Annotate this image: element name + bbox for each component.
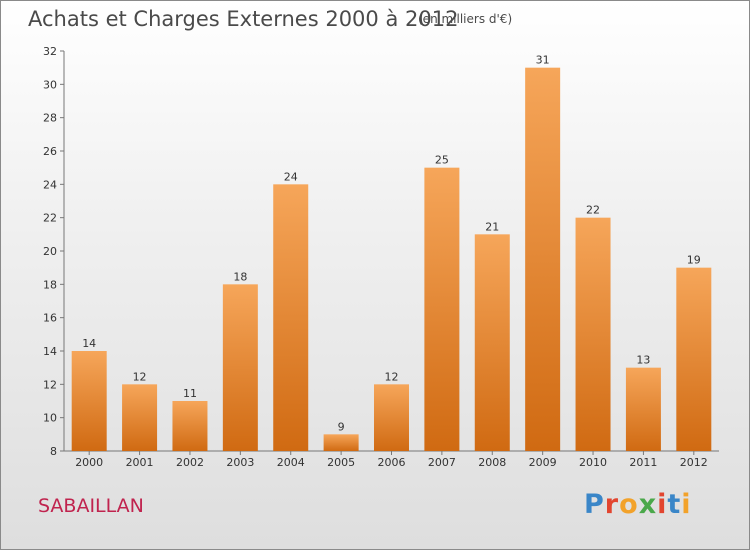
x-tick-label-2006: 2006	[378, 456, 406, 469]
value-label-2003: 18	[233, 270, 247, 283]
value-label-2007: 25	[435, 154, 449, 167]
bar-2002	[172, 401, 208, 451]
logo-letter: P	[584, 489, 605, 520]
y-tick-label: 18	[43, 278, 57, 291]
logo-letter: x	[638, 489, 658, 520]
y-tick-label: 22	[43, 212, 57, 225]
value-label-2011: 13	[636, 354, 650, 367]
bar-2003	[222, 284, 258, 451]
x-tick-label-2003: 2003	[226, 456, 254, 469]
x-tick-label-2010: 2010	[579, 456, 607, 469]
bar-2005	[323, 434, 359, 451]
x-tick-label-2008: 2008	[478, 456, 506, 469]
x-tick-label-2001: 2001	[126, 456, 154, 469]
bar-2006	[374, 384, 409, 451]
value-label-2010: 22	[586, 204, 600, 217]
logo-letter: o	[619, 489, 639, 520]
commune-name: SABAILLAN	[38, 495, 144, 517]
chart-unit: (en milliers d'€)	[418, 12, 513, 26]
bar-2007	[424, 167, 460, 451]
x-tick-label-2007: 2007	[428, 456, 456, 469]
value-label-2001: 12	[133, 370, 147, 383]
logo-letter: i	[681, 489, 692, 520]
value-label-2004: 24	[284, 170, 298, 183]
value-label-2006: 12	[385, 370, 399, 383]
x-tick-label-2004: 2004	[277, 456, 305, 469]
y-tick-label: 28	[43, 112, 57, 125]
axes: 8 10 12 14 16 18 20 22 24 26 28 30 32 2000 2001 2002 200…	[43, 45, 719, 469]
x-tick-label-2011: 2011	[629, 456, 657, 469]
x-tick-label-2012: 2012	[680, 456, 708, 469]
value-label-2002: 11	[183, 387, 197, 400]
value-label-2009: 31	[536, 54, 550, 67]
y-tick-label: 20	[43, 245, 57, 258]
x-tick-label-2000: 2000	[75, 456, 103, 469]
x-tick-label-2002: 2002	[176, 456, 204, 469]
value-label-2000: 14	[82, 337, 96, 350]
bar-2009	[525, 67, 561, 452]
y-tick-label: 16	[43, 312, 57, 325]
bar-2001	[122, 384, 158, 451]
y-tick-label: 32	[43, 45, 57, 58]
y-tick-label: 14	[43, 345, 57, 358]
bar-2000	[71, 351, 107, 451]
chart-title: Achats et Charges Externes 2000 à 2012	[28, 7, 459, 31]
x-tick-label-2009: 2009	[529, 456, 557, 469]
bar-2011	[625, 367, 661, 451]
y-tick-label: 30	[43, 78, 57, 91]
bar-2010	[575, 217, 611, 451]
proxiti-logo: Proxiti	[584, 489, 692, 520]
logo-letter: i	[657, 489, 668, 520]
logo-letter: r	[604, 489, 620, 520]
y-tick-label: 8	[50, 445, 57, 458]
bar-2004	[273, 184, 309, 452]
y-tick-label: 12	[43, 378, 57, 391]
value-label-2012: 19	[687, 254, 701, 267]
y-tick-label: 24	[43, 178, 57, 191]
value-label-2005: 9	[338, 420, 345, 433]
x-tick-label-2005: 2005	[327, 456, 355, 469]
bar-2012	[676, 267, 712, 451]
value-label-2008: 21	[485, 220, 499, 233]
bars: 14 12 11 18 24 9 12 25 21 31 22 13 19	[71, 54, 712, 452]
logo-letter: t	[667, 489, 682, 520]
y-tick-label: 10	[43, 412, 57, 425]
bar-2008	[474, 234, 510, 451]
y-tick-label: 26	[43, 145, 57, 158]
